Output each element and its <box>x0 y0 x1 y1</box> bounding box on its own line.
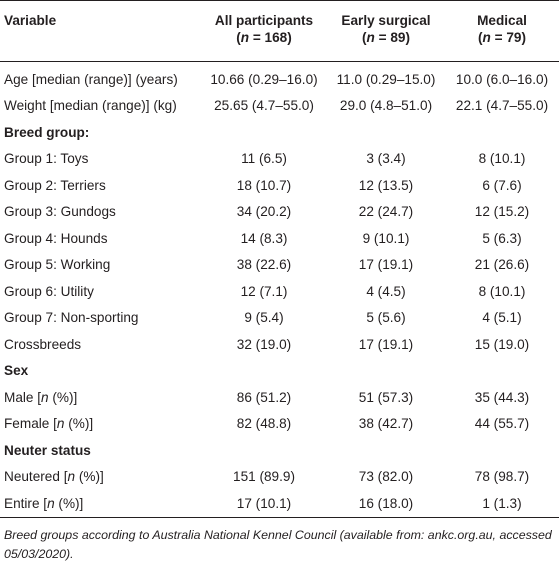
table-row: Group 5: Working 38 (22.6) 17 (19.1) 21 … <box>0 252 559 279</box>
cell-all: 82 (48.8) <box>236 416 292 432</box>
table-row: Group 4: Hounds 14 (8.3) 9 (10.1) 5 (6.3… <box>0 225 559 252</box>
cell-all: 17 (10.1) <box>201 490 327 518</box>
header-spacer <box>0 28 201 62</box>
section-heading-row: Breed group: <box>0 119 559 146</box>
cell-all: 34 (20.2) <box>236 204 292 220</box>
cell-medical: 4 (5.1) <box>482 310 522 326</box>
row-label: Weight [median (range)] (kg) <box>4 98 177 114</box>
cell-medical: 21 (26.6) <box>474 257 530 273</box>
row-label: Age [median (range)] (years) <box>4 71 178 87</box>
row-label: Group 1: Toys <box>4 151 89 167</box>
cell-early: 11.0 (0.29–15.0) <box>336 71 436 87</box>
cell-early: 16 (18.0) <box>327 490 445 518</box>
cell-medical: 10.0 (6.0–16.0) <box>455 71 549 87</box>
header-early-surgical: Early surgical <box>327 0 445 28</box>
header-variable: Variable <box>0 0 201 28</box>
cell-medical: 8 (10.1) <box>478 283 526 299</box>
cell-medical: 44 (55.7) <box>474 416 530 432</box>
table-row: Female [n (%)] 82 (48.8) 38 (42.7) 44 (5… <box>0 411 559 438</box>
row-label: Female [n (%)] <box>4 416 94 432</box>
cell-early: 51 (57.3) <box>358 389 414 405</box>
cell-early: 4 (4.5) <box>366 283 406 299</box>
row-label: Group 3: Gundogs <box>4 204 116 220</box>
cell-medical: 6 (7.6) <box>482 177 522 193</box>
cell-early: 17 (19.1) <box>358 336 414 352</box>
cell-all: 32 (19.0) <box>236 336 292 352</box>
table-row: Male [n (%)] 86 (51.2) 51 (57.3) 35 (44.… <box>0 384 559 411</box>
cell-all: 86 (51.2) <box>236 389 292 405</box>
section-heading-row: Neuter status <box>0 437 559 464</box>
data-table: Variable All participants Early surgical… <box>0 0 559 518</box>
cell-all: 12 (7.1) <box>240 283 288 299</box>
header-medical-n: (n = 79) <box>445 28 559 62</box>
row-label: Neutered [n (%)] <box>4 469 104 485</box>
header-medical: Medical <box>445 0 559 28</box>
cell-early: 29.0 (4.8–51.0) <box>339 98 433 114</box>
cell-all: 10.66 (0.29–16.0) <box>210 71 318 87</box>
cell-all: 9 (5.4) <box>244 310 284 326</box>
row-label: Male [n (%)] <box>4 389 78 405</box>
cell-early: 38 (42.7) <box>358 416 414 432</box>
table-row: Group 7: Non-sporting 9 (5.4) 5 (5.6) 4 … <box>0 305 559 332</box>
cell-all: 11 (6.5) <box>241 151 287 167</box>
section-heading-row: Sex <box>0 358 559 385</box>
header-early-n: (n = 89) <box>327 28 445 62</box>
table-row: Group 2: Terriers 18 (10.7) 12 (13.5) 6 … <box>0 172 559 199</box>
cell-all: 38 (22.6) <box>236 257 292 273</box>
cell-medical: 5 (6.3) <box>482 230 522 246</box>
table-row: Crossbreeds 32 (19.0) 17 (19.1) 15 (19.0… <box>0 331 559 358</box>
cell-medical: 35 (44.3) <box>474 389 530 405</box>
table-row: Weight [median (range)] (kg) 25.65 (4.7–… <box>0 93 559 120</box>
table-row: Entire [n (%)] 17 (10.1) 16 (18.0) 1 (1.… <box>0 490 559 518</box>
section-heading-breed: Breed group: <box>4 124 90 140</box>
cell-early: 22 (24.7) <box>358 204 414 220</box>
row-label: Crossbreeds <box>4 336 82 352</box>
row-label: Group 5: Working <box>4 257 111 273</box>
table-row: Group 6: Utility 12 (7.1) 4 (4.5) 8 (10.… <box>0 278 559 305</box>
cell-early: 73 (82.0) <box>358 469 414 485</box>
table-footnote: Breed groups according to Australia Nati… <box>4 527 552 561</box>
section-heading-sex: Sex <box>4 363 29 379</box>
cell-medical: 15 (19.0) <box>474 336 530 352</box>
header-all-participants: All participants <box>201 0 327 28</box>
row-label: Group 4: Hounds <box>4 230 108 246</box>
cell-early: 5 (5.6) <box>366 310 406 326</box>
cell-early: 12 (13.5) <box>358 177 414 193</box>
table-row: Age [median (range)] (years) 10.66 (0.29… <box>0 62 559 93</box>
cell-medical: 78 (98.7) <box>474 469 530 485</box>
cell-medical: 12 (15.2) <box>474 204 530 220</box>
row-label: Group 2: Terriers <box>4 177 106 193</box>
table-row: Neutered [n (%)] 151 (89.9) 73 (82.0) 78… <box>0 464 559 491</box>
cell-medical: 1 (1.3) <box>445 490 559 518</box>
cell-all: 18 (10.7) <box>236 177 292 193</box>
cell-early: 3 (3.4) <box>366 151 406 167</box>
cell-medical: 8 (10.1) <box>478 151 526 167</box>
cell-all: 151 (89.9) <box>233 469 295 485</box>
row-label: Group 7: Non-sporting <box>4 310 139 326</box>
table-header: Variable All participants Early surgical… <box>0 0 559 62</box>
row-label: Entire [n (%)] <box>0 490 201 518</box>
row-label: Group 6: Utility <box>4 283 94 299</box>
cell-medical: 22.1 (4.7–55.0) <box>455 98 549 114</box>
table-row: Group 1: Toys 11 (6.5) 3 (3.4) 8 (10.1) <box>0 146 559 173</box>
cell-early: 9 (10.1) <box>362 230 410 246</box>
cell-all: 25.65 (4.7–55.0) <box>214 98 314 114</box>
table-row: Group 3: Gundogs 34 (20.2) 22 (24.7) 12 … <box>0 199 559 226</box>
cell-all: 14 (8.3) <box>240 230 288 246</box>
section-heading-neuter: Neuter status <box>4 442 91 458</box>
header-all-n: (n = 168) <box>201 28 327 62</box>
cell-early: 17 (19.1) <box>358 257 414 273</box>
table-body: Age [median (range)] (years) 10.66 (0.29… <box>0 62 559 518</box>
